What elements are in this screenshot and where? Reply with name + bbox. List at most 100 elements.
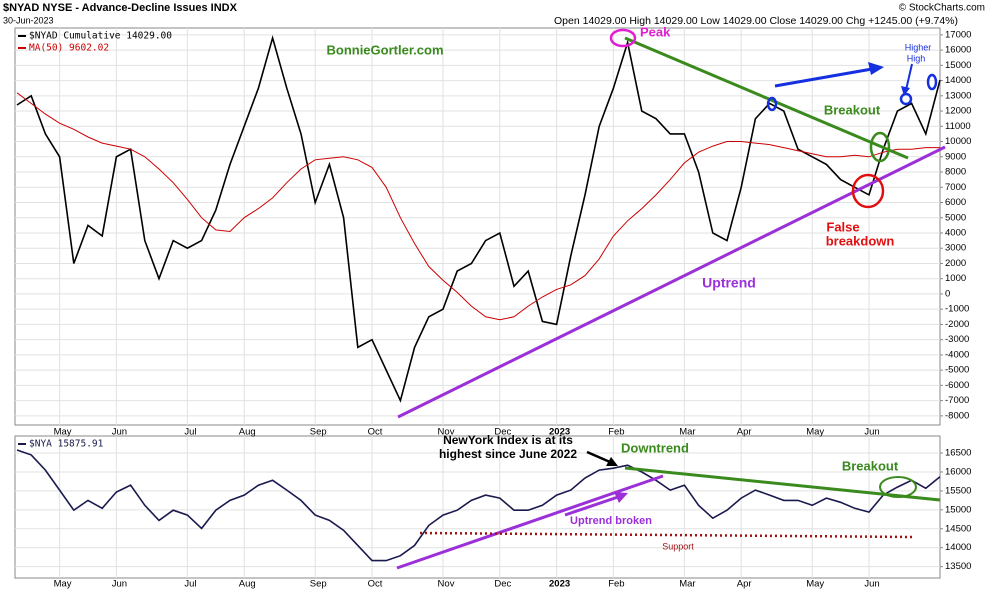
annotation: Uptrend broken (570, 515, 652, 527)
x-tick-label: 2023 (549, 579, 570, 590)
y-tick-label: 10000 (945, 136, 971, 147)
copyright: © StockCharts.com (899, 3, 985, 14)
high-circle (926, 73, 938, 91)
top-panel-frame (14, 27, 941, 426)
y-tick-label: 6000 (945, 197, 966, 208)
y-tick-label: 12000 (945, 106, 971, 117)
y-tick-label: -6000 (945, 380, 969, 391)
downtrend-line (624, 36, 909, 160)
x-tick-label: Jun (864, 427, 879, 438)
y-tick-label: 15500 (945, 485, 971, 496)
annotation: NewYork Index is at its (443, 433, 573, 447)
date: 30-Jun-2023 (3, 15, 54, 25)
annotation: breakdown (826, 233, 895, 248)
watermark: BonnieGortler.com (326, 42, 443, 57)
high-circle (899, 92, 913, 106)
x-tick-label: Jul (184, 427, 196, 438)
annotation: High (907, 53, 926, 63)
legend-label: MA(50) 9602.02 (29, 43, 109, 54)
annotation: Breakout (842, 458, 899, 473)
y-tick-label: 5000 (945, 212, 966, 223)
x-tick-label: Mar (679, 427, 695, 438)
x-tick-label: May (54, 427, 72, 438)
bottom-panel-frame (14, 435, 941, 579)
x-tick-label: Aug (239, 579, 256, 590)
annotation: Peak (640, 24, 671, 39)
breakout-circle (869, 131, 891, 163)
y-tick-label: -4000 (945, 349, 969, 360)
y-tick-label: 9000 (945, 151, 966, 162)
x-tick-label: Dec (494, 579, 511, 590)
data-line (16, 92, 940, 321)
symbol-title: $NYAD NYSE - Advance-Decline Issues INDX (3, 2, 238, 14)
x-tick-label: May (806, 427, 824, 438)
x-tick-label: Feb (608, 579, 624, 590)
annotation: highest since June 2022 (439, 447, 577, 461)
uptrend-line (396, 474, 664, 570)
annotation: Downtrend (621, 440, 689, 455)
y-tick-label: 14000 (945, 75, 971, 86)
y-tick-label: 14500 (945, 523, 971, 534)
peak-circle (609, 28, 637, 48)
bottom-drawings: NewYork Index is at its highest since Ju… (396, 433, 941, 570)
x-tick-label: Nov (438, 579, 455, 590)
higher-high-arrow (905, 63, 913, 91)
x-tick-label: Sep (310, 427, 327, 438)
y-tick-label: 16000 (945, 45, 971, 56)
top-drawings: BonnieGortler.com Peak Breakout Higher H… (326, 24, 946, 419)
x-tick-label: Feb (608, 427, 624, 438)
y-tick-label: 0 (945, 288, 950, 299)
legend-label: $NYA 15875.91 (29, 439, 104, 450)
false-breakdown-circle (851, 173, 885, 209)
x-tick-label: Jul (184, 579, 196, 590)
annotation: False (826, 219, 859, 234)
x-tick-label: Oct (368, 427, 383, 438)
y-tick-label: -7000 (945, 395, 969, 406)
y-tick-label: 4000 (945, 227, 966, 238)
x-tick-label: Aug (239, 427, 256, 438)
x-tick-label: 2023 (549, 427, 570, 438)
y-tick-label: 17000 (945, 29, 971, 40)
x-tick-label: Dec (494, 427, 511, 438)
x-tick-label: Jun (112, 579, 127, 590)
data-line (16, 34, 941, 403)
y-tick-label: 14000 (945, 542, 971, 553)
x-tick-label: Mar (679, 579, 695, 590)
grid-layer: 17000 16000 15000 14000 13000 12000 11000 10000… (15, 28, 971, 590)
data-line (16, 449, 941, 562)
x-tick-label: Oct (368, 579, 383, 590)
y-tick-label: 3000 (945, 243, 966, 254)
y-tick-label: 15000 (945, 504, 971, 515)
y-tick-label: 11000 (945, 121, 971, 132)
y-tick-label: -5000 (945, 365, 969, 376)
support-line (419, 531, 913, 539)
x-tick-label: Apr (737, 427, 752, 438)
x-tick-label: Sep (310, 579, 327, 590)
quote: Open 14029.00 High 14029.00 Low 14029.00… (554, 15, 958, 27)
y-tick-label: 7000 (945, 182, 966, 193)
y-tick-label: 16500 (945, 448, 971, 459)
y-tick-label: 2000 (945, 258, 966, 269)
annotation: Breakout (824, 102, 881, 117)
arrow-head (606, 457, 618, 466)
y-tick-label: -3000 (945, 334, 969, 345)
high-circle (766, 96, 778, 112)
y-tick-label: 15000 (945, 60, 971, 71)
arrow-head (868, 62, 884, 75)
x-tick-label: Nov (438, 427, 455, 438)
x-tick-label: May (54, 579, 72, 590)
broken-arrow (564, 495, 619, 517)
breakout-circle (879, 476, 917, 498)
x-tick-label: Jun (112, 427, 127, 438)
x-tick-label: Jun (864, 579, 879, 590)
annotation: Higher (905, 42, 932, 52)
y-tick-label: 13000 (945, 90, 971, 101)
x-tick-label: Apr (737, 579, 752, 590)
y-tick-label: -1000 (945, 304, 969, 315)
y-tick-label: -8000 (945, 410, 969, 421)
x-tick-label: May (806, 579, 824, 590)
y-tick-label: 16000 (945, 466, 971, 477)
y-tick-label: 8000 (945, 167, 966, 178)
